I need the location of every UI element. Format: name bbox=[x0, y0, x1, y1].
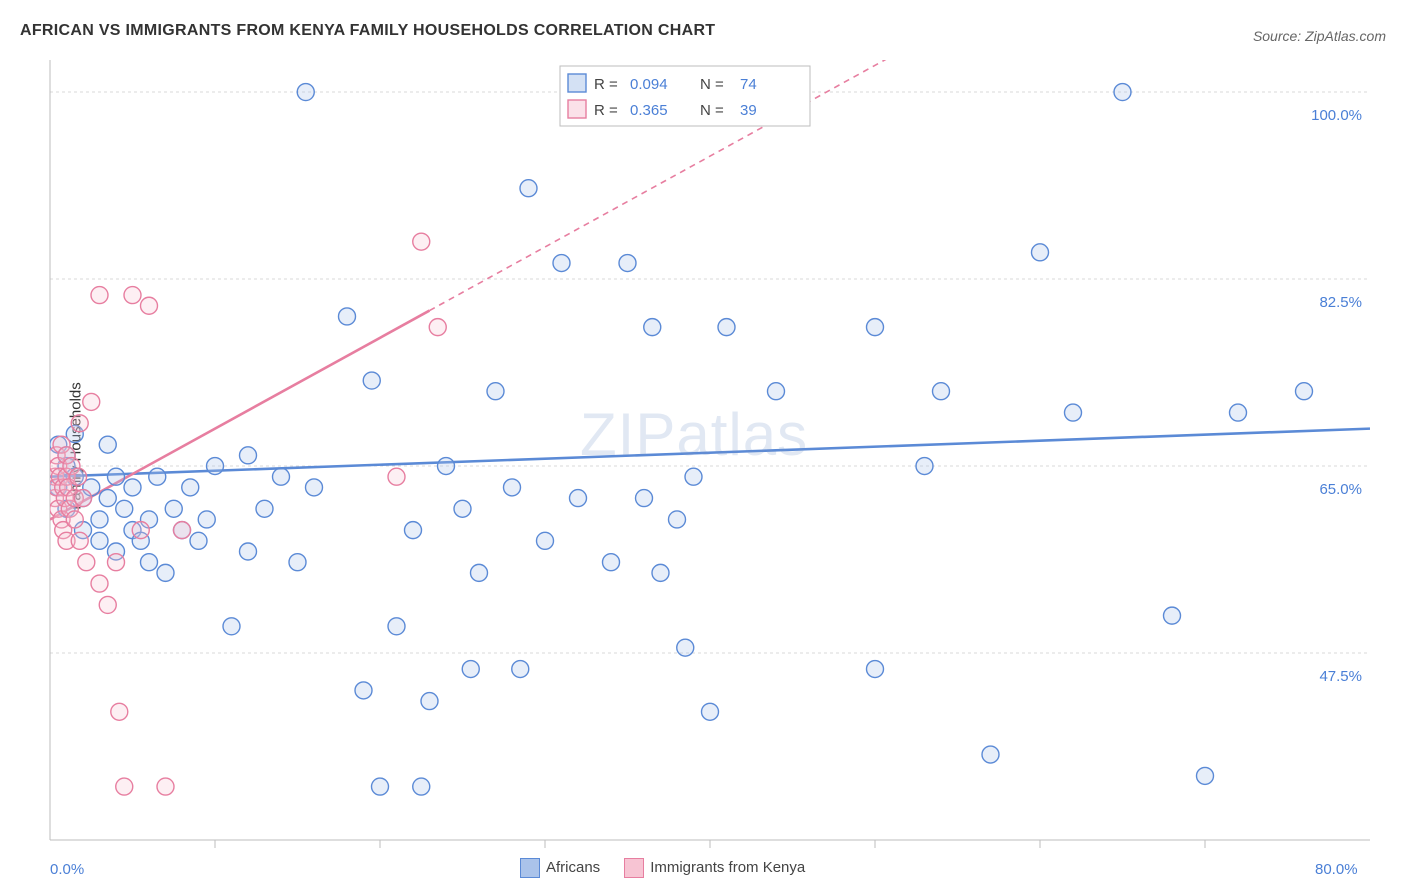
x-max-label: 80.0% bbox=[1315, 861, 1358, 878]
svg-text:R =: R = bbox=[594, 102, 618, 119]
svg-text:100.0%: 100.0% bbox=[1311, 107, 1362, 124]
svg-text:N =: N = bbox=[700, 76, 724, 93]
swatch-kenya bbox=[624, 858, 644, 878]
svg-text:39: 39 bbox=[740, 102, 757, 119]
svg-text:R =: R = bbox=[594, 76, 618, 93]
svg-text:47.5%: 47.5% bbox=[1319, 668, 1362, 685]
svg-text:74: 74 bbox=[740, 76, 757, 93]
legend-item-africans: Africans bbox=[520, 858, 600, 878]
svg-text:65.0%: 65.0% bbox=[1319, 481, 1362, 498]
legend-item-kenya: Immigrants from Kenya bbox=[624, 858, 805, 878]
legend-label-kenya: Immigrants from Kenya bbox=[650, 859, 805, 876]
svg-text:0.365: 0.365 bbox=[630, 102, 668, 119]
series-legend: Africans Immigrants from Kenya bbox=[520, 858, 805, 878]
legend-label-africans: Africans bbox=[546, 859, 600, 876]
swatch-africans bbox=[520, 858, 540, 878]
scatter-chart: 47.5% 65.0% 82.5% 100.0% R = 0.094 N = 74 R = 0.3… bbox=[0, 0, 1406, 892]
svg-text:82.5%: 82.5% bbox=[1319, 294, 1362, 311]
svg-text:0.094: 0.094 bbox=[630, 76, 668, 93]
svg-text:N =: N = bbox=[700, 102, 724, 119]
x-min-label: 0.0% bbox=[50, 861, 84, 878]
